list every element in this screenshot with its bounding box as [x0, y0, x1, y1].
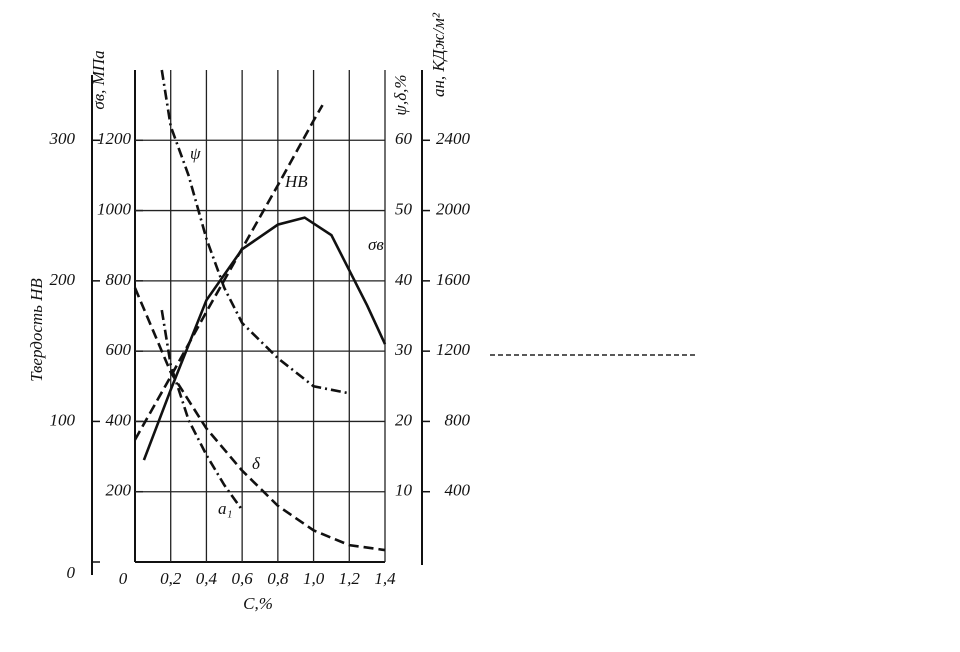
a-title: aн, КДж/м² — [429, 12, 448, 97]
y2-tick-label: 1200 — [97, 129, 132, 148]
y-tick-label: 100 — [50, 410, 76, 429]
y3-tick-label: 10 — [395, 481, 413, 500]
series-label: a₁ — [218, 499, 232, 518]
y2-tick-label: 600 — [106, 340, 132, 359]
y2-tick-label: 200 — [106, 481, 132, 500]
y2-tick-label: 800 — [106, 270, 132, 289]
series-line — [160, 69, 350, 395]
y4-tick-label: 1200 — [436, 340, 471, 359]
x-tick-label: 0,4 — [196, 569, 218, 588]
y3-tick-label: 60 — [395, 129, 413, 148]
y4-tick-label: 400 — [445, 481, 471, 500]
y3-tick-label: 50 — [395, 199, 413, 218]
y3-tick-label: 30 — [394, 340, 413, 359]
series-line — [142, 216, 387, 461]
x-tick-label: 0,2 — [160, 569, 182, 588]
y3-tick-label: 40 — [395, 270, 413, 289]
series-label: σв — [368, 235, 384, 254]
psi-title: ψ,δ,% — [391, 74, 410, 115]
y2-tick-label: 1000 — [97, 199, 132, 218]
x-tick-label: 1,0 — [303, 569, 325, 588]
x-tick-label: 0,6 — [232, 569, 254, 588]
series-label: δ — [252, 454, 261, 473]
y-tick-label: 0 — [67, 563, 76, 582]
y4-tick-label: 800 — [445, 410, 471, 429]
hb-title: Твердость НВ — [27, 278, 46, 382]
x-tick-label: 1,2 — [339, 569, 361, 588]
y3-tick-label: 20 — [395, 410, 413, 429]
y4-tick-label: 2000 — [436, 199, 471, 218]
series-line — [160, 309, 244, 511]
y2-tick-label: 400 — [106, 410, 132, 429]
y4-tick-label: 2400 — [436, 129, 471, 148]
series-line — [133, 287, 386, 552]
series-line — [133, 104, 324, 441]
series-label: ψ — [190, 144, 201, 163]
y-tick-label: 300 — [49, 129, 76, 148]
y4-tick-label: 1600 — [436, 270, 471, 289]
x-tick-label: 0 — [119, 569, 128, 588]
sigma-title: σв, МПа — [89, 50, 108, 109]
x-tick-label: 1,4 — [374, 569, 396, 588]
y-tick-label: 200 — [50, 270, 76, 289]
series-label: HB — [284, 172, 308, 191]
x-tick-label: 0,8 — [267, 569, 289, 588]
x-title: С,% — [243, 594, 273, 613]
